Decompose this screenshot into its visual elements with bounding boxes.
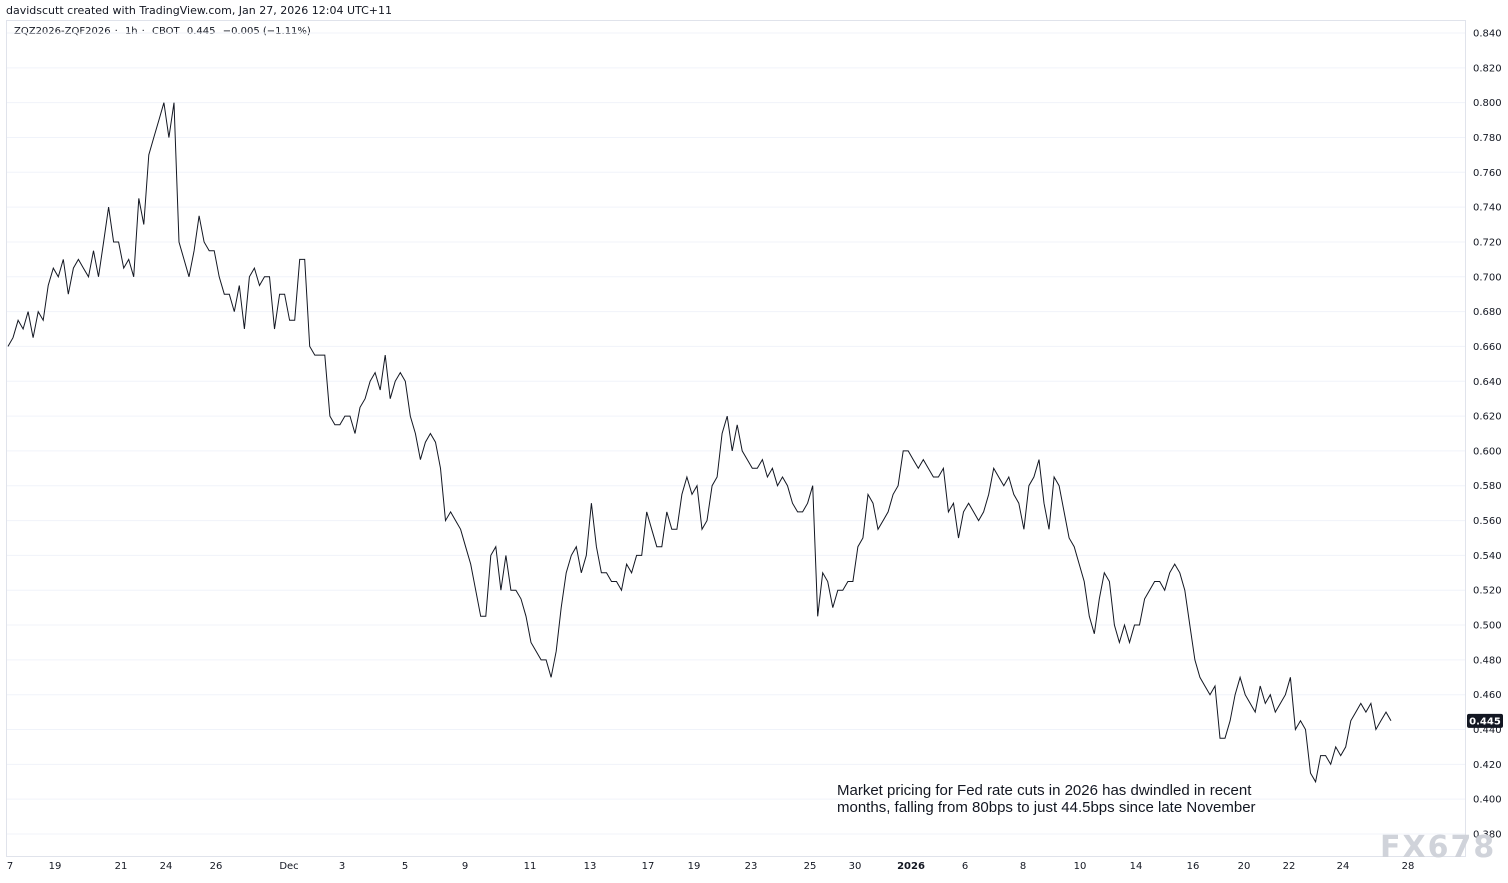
- y-tick-label: 0.460: [1473, 690, 1502, 701]
- y-tick-label: 0.400: [1473, 795, 1502, 806]
- y-axis: 0.840 0.820 0.800 0.780 0.760 0.740 0.720 0.700…: [1473, 29, 1502, 841]
- x-tick-label: 8: [1020, 861, 1026, 872]
- x-tick-label: 10: [1074, 861, 1087, 872]
- y-tick-label: 0.480: [1473, 655, 1502, 666]
- x-tick-label: 19: [688, 861, 701, 872]
- y-tick-label: 0.420: [1473, 760, 1502, 771]
- y-tick-label: 0.540: [1473, 551, 1502, 562]
- x-tick-label: 2026: [897, 861, 925, 872]
- x-tick-label: 30: [849, 861, 862, 872]
- credit-text: davidscutt created with TradingView.com,…: [6, 4, 392, 17]
- last-price-badge-bg: [1467, 713, 1503, 728]
- change-value: −0.005 (−1.11%): [222, 26, 311, 37]
- x-tick-label: 24: [1337, 861, 1350, 872]
- x-axis: 7 19 21 24 26 Dec 3 5 9 11 13 17 19 23 25 30 2026 6 8 10 14 1…: [7, 861, 1415, 872]
- interval-label: 1h: [124, 26, 138, 37]
- y-tick-label: 0.600: [1473, 446, 1502, 457]
- x-tick-label: 13: [584, 861, 597, 872]
- x-tick-label: 25: [804, 861, 817, 872]
- watermark-logo: FX678: [1380, 830, 1497, 865]
- x-tick-label: 21: [115, 861, 128, 872]
- x-tick-label: 14: [1130, 861, 1143, 872]
- x-tick-label: Dec: [279, 861, 298, 872]
- legend-separator: ·: [141, 26, 145, 37]
- price-line: [7, 102, 1392, 784]
- x-tick-label: 11: [524, 861, 537, 872]
- x-tick-label: 20: [1238, 861, 1251, 872]
- x-tick-label: 16: [1187, 861, 1200, 872]
- exchange-label: CBOT: [152, 26, 180, 37]
- legend-separator: ·: [114, 26, 118, 37]
- y-tick-label: 0.740: [1473, 203, 1502, 214]
- y-tick-label: 0.440: [1473, 725, 1502, 736]
- x-tick-label: 22: [1283, 861, 1296, 872]
- y-tick-label: 0.820: [1473, 63, 1502, 74]
- y-tick-label: 0.580: [1473, 481, 1502, 492]
- last-value: 0.445: [186, 26, 216, 37]
- y-tick-label: 0.780: [1473, 133, 1502, 144]
- y-tick-label: 0.660: [1473, 342, 1502, 353]
- y-tick-label: 0.640: [1473, 377, 1502, 388]
- y-tick-label: 0.560: [1473, 516, 1502, 527]
- last-price-badge: 0.445: [1467, 713, 1503, 728]
- annotation-line-1: Market pricing for Fed rate cuts in 2026…: [837, 782, 1252, 799]
- grid: [7, 32, 1465, 835]
- x-tick-label: 24: [160, 861, 173, 872]
- x-tick-label: 6: [962, 861, 968, 872]
- y-tick-label: 0.760: [1473, 168, 1502, 179]
- chart-annotation: Market pricing for Fed rate cuts in 2026…: [837, 782, 1256, 816]
- x-tick-label: 17: [642, 861, 655, 872]
- symbol-name[interactable]: ZQZ2026-ZQF2026: [14, 26, 111, 37]
- x-tick-label: 19: [49, 861, 62, 872]
- y-tick-label: 0.800: [1473, 98, 1502, 109]
- y-tick-label: 0.680: [1473, 307, 1502, 318]
- x-tick-label: 3: [339, 861, 345, 872]
- last-price-badge-text: 0.445: [1469, 716, 1501, 727]
- annotation-line-2: months, falling from 80bps to just 44.5b…: [837, 799, 1256, 816]
- y-tick-label: 0.620: [1473, 412, 1502, 423]
- x-tick-label: 26: [210, 861, 223, 872]
- y-tick-label: 0.840: [1473, 29, 1502, 40]
- x-tick-label: 5: [402, 861, 408, 872]
- x-tick-label: 23: [745, 861, 758, 872]
- x-tick-label: 7: [7, 861, 13, 872]
- y-tick-label: 0.720: [1473, 237, 1502, 248]
- x-tick-label: 9: [462, 861, 468, 872]
- x-tick-label: 28: [1402, 861, 1415, 872]
- y-tick-label: 0.700: [1473, 272, 1502, 283]
- y-tick-label: 0.500: [1473, 621, 1502, 632]
- y-tick-label: 0.520: [1473, 586, 1502, 597]
- y-tick-label: 0.380: [1473, 830, 1502, 841]
- symbol-legend: ZQZ2026-ZQF2026 · 1h · CBOT 0.445 −0.005 (…: [14, 26, 315, 37]
- chart-pane[interactable]: [6, 20, 1466, 857]
